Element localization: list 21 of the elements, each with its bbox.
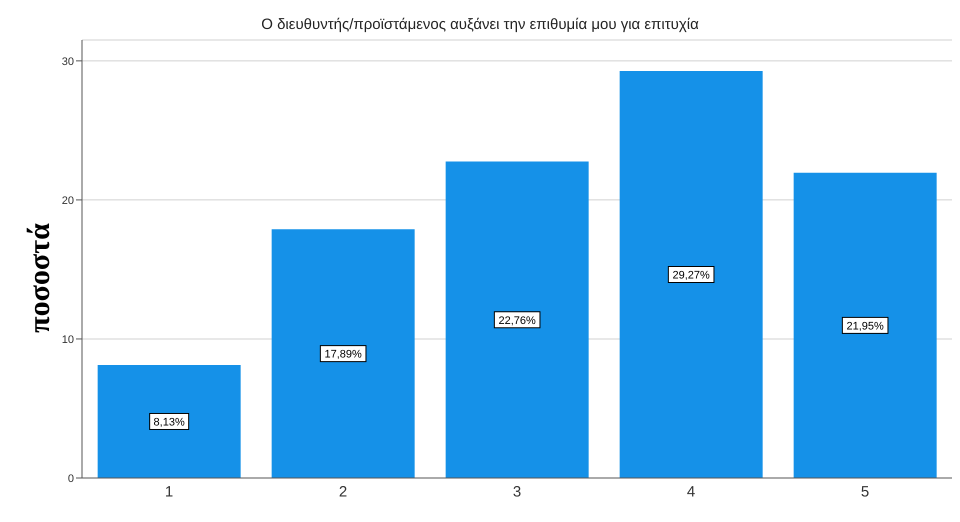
y-tick-label: 30: [62, 56, 74, 68]
data-label: 8,13%: [154, 416, 185, 428]
bar: [794, 172, 937, 478]
bar: [98, 364, 241, 478]
data-label: 29,27%: [672, 270, 710, 282]
y-tick-label: 20: [62, 194, 74, 207]
data-label: 21,95%: [846, 320, 884, 332]
y-tick-label: 0: [68, 472, 74, 485]
x-tick-label: 5: [860, 484, 870, 501]
bar: [446, 162, 589, 478]
x-tick-label: 2: [338, 484, 348, 501]
data-label: 17,89%: [324, 348, 362, 361]
y-tick-label: 10: [62, 334, 74, 346]
y-axis-title: ποσοστά: [23, 223, 57, 333]
bar: [620, 71, 763, 478]
x-tick-label: 4: [686, 484, 696, 501]
data-label: 22,76%: [498, 314, 536, 327]
x-tick-label: 1: [164, 484, 174, 501]
x-tick-label: 3: [512, 484, 522, 501]
chart-title: Ο διευθυντής/προϊστάμενος αυξάνει την επιθυμία μου για επιτυχία: [260, 16, 700, 33]
bar: [272, 229, 415, 478]
